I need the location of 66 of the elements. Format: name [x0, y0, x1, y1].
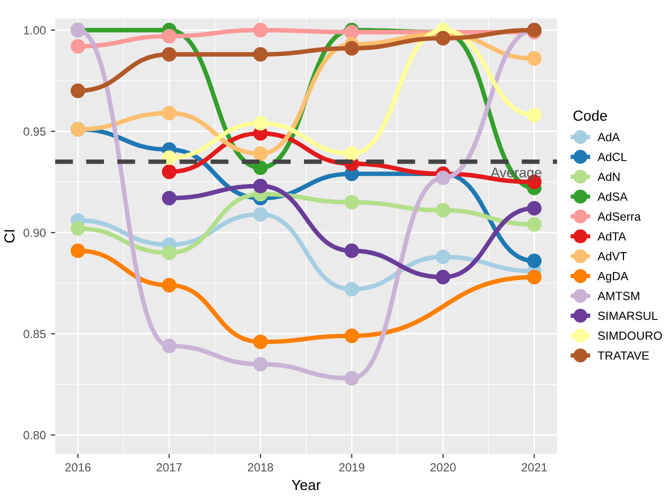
point — [162, 190, 176, 206]
point — [526, 51, 542, 66]
point — [436, 270, 450, 284]
point — [436, 30, 450, 46]
point — [70, 84, 86, 98]
point — [344, 194, 360, 210]
legend-label: AdTA — [598, 232, 626, 241]
point — [162, 164, 176, 180]
legend-label: AdN — [598, 172, 620, 181]
legend-label: TRATAVE — [598, 351, 649, 360]
point — [162, 246, 176, 260]
legend-title: Code — [573, 110, 607, 121]
legend-label: AdSerra — [598, 212, 641, 221]
point — [70, 39, 86, 54]
x-tick-label: 2021 — [522, 463, 547, 472]
point — [253, 160, 268, 176]
y-tick-label: 0.80 — [24, 431, 46, 440]
y-tick-label: 0.95 — [24, 127, 46, 136]
legend-label: AMTSM — [598, 292, 640, 300]
point — [526, 108, 542, 122]
point — [70, 221, 86, 236]
point — [344, 282, 360, 297]
y-tick-label: 0.85 — [24, 330, 46, 338]
legend-label: AgDA — [598, 272, 628, 283]
point — [162, 278, 176, 292]
y-tick-label: 0.90 — [24, 228, 46, 237]
point — [162, 28, 176, 44]
point — [436, 250, 450, 264]
legend-label: AdA — [598, 132, 620, 142]
point — [344, 371, 360, 386]
point — [344, 328, 360, 344]
x-tick-label: 2017 — [156, 463, 182, 472]
point — [436, 170, 450, 186]
legend-label: AdSA — [598, 192, 628, 201]
point — [344, 41, 360, 56]
point — [253, 22, 268, 38]
point — [253, 334, 268, 350]
legend-label: SIMARSUL — [598, 312, 658, 320]
point — [162, 106, 176, 120]
point — [253, 146, 268, 161]
point — [526, 254, 542, 268]
point — [526, 270, 542, 284]
legend-label: AdVT — [598, 252, 627, 260]
x-tick-label: 2020 — [430, 463, 456, 472]
x-tick-label: 2016 — [65, 463, 91, 472]
legend-label: SIMDOURO — [598, 331, 662, 340]
point — [253, 356, 268, 372]
point — [253, 47, 268, 62]
point — [253, 116, 268, 131]
y-tick-label: 1.00 — [24, 26, 46, 34]
legend-label: AdCL — [598, 152, 627, 162]
point — [162, 47, 176, 62]
point — [253, 178, 268, 194]
point — [526, 200, 542, 216]
x-tick-label: 2018 — [248, 463, 274, 472]
point — [162, 150, 176, 165]
x-tick-label: 2019 — [339, 463, 364, 472]
point — [436, 203, 450, 218]
x-axis-title: Year — [292, 480, 321, 490]
point — [253, 207, 268, 222]
point — [70, 243, 86, 258]
point — [344, 243, 360, 258]
point — [526, 217, 542, 232]
y-axis-title: CI — [4, 230, 15, 243]
point — [162, 338, 176, 354]
point — [344, 146, 360, 161]
